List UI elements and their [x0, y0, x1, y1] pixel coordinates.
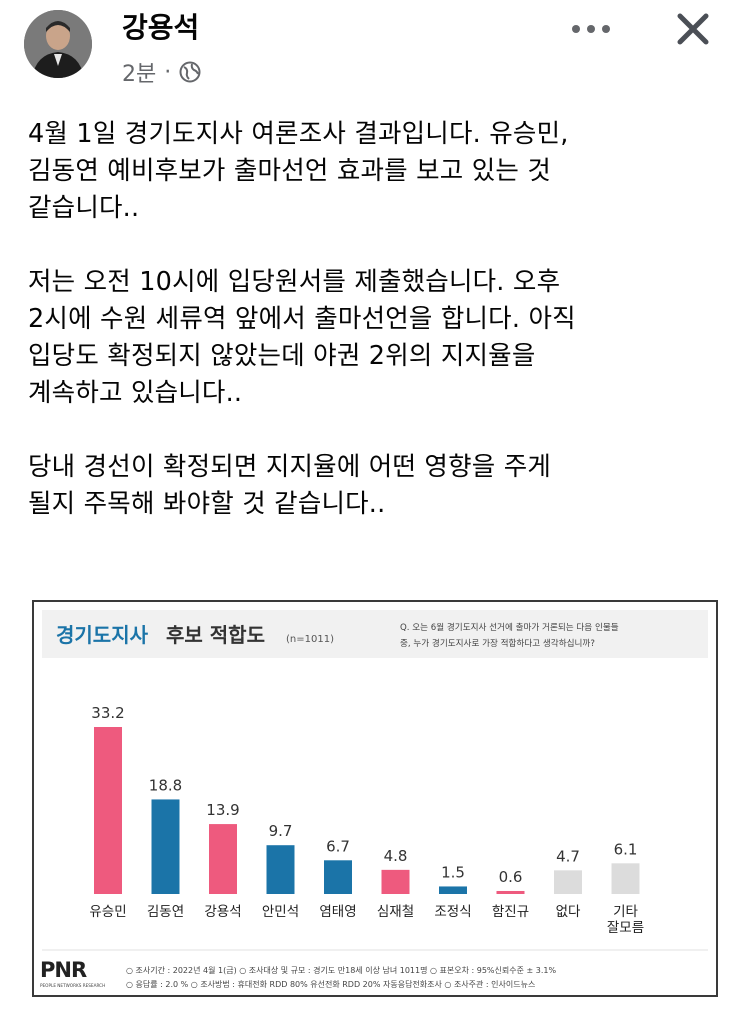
- category-label-1: 유승민: [89, 904, 126, 920]
- bar-8: [496, 890, 525, 894]
- bar-2: [151, 799, 180, 894]
- category-label-6: 심재철: [377, 904, 414, 920]
- post-paragraph-1: 4월 1일 경기도지사 여론조사 결과입니다. 유승민, 김동연 예비후보가 출…: [28, 119, 569, 223]
- bar-4: [266, 845, 295, 894]
- value-label-2: 18.8: [149, 776, 182, 794]
- globe-icon: [179, 61, 201, 83]
- poll-chart-image[interactable]: 경기도지사 후보 적합도 (n=1011) Q. 오는 6월 경기도지사 선거에…: [32, 600, 718, 997]
- category-label-5: 염태영: [319, 904, 356, 920]
- category-label-4: 안민석: [262, 904, 299, 920]
- bar-3: [209, 824, 237, 894]
- close-icon[interactable]: [670, 6, 716, 52]
- logo-text: PNR: [40, 958, 87, 982]
- bar-10: [611, 863, 640, 894]
- chart-question-line-1: Q. 오는 6월 경기도지사 선거에 출마가 거론되는 다음 인물들: [400, 621, 619, 633]
- bar-1: [94, 727, 122, 894]
- value-label-4: 9.7: [269, 822, 293, 840]
- pnr-logo: PNR PEOPLE NETWORKS RESEARCH: [40, 958, 105, 988]
- category-label-8: 함진규: [492, 904, 529, 920]
- value-label-3: 13.9: [206, 801, 239, 819]
- bars-group: 33.2 유승민 18.8 김동연 13.9 강용석 9.7 안민석 6.7 염태영 4.8 심재철 1…: [89, 704, 644, 936]
- chart-title: 후보 적합도: [166, 623, 265, 647]
- post-paragraph-2: 저는 오전 10시에 입당원서를 제출했습니다. 오후 2시에 수원 세류역 앞…: [28, 267, 576, 408]
- more-options-icon[interactable]: [566, 16, 616, 42]
- value-label-7: 1.5: [441, 863, 465, 881]
- value-label-9: 4.7: [556, 847, 580, 865]
- post-text: 4월 1일 경기도지사 여론조사 결과입니다. 유승민, 김동연 예비후보가 출…: [28, 116, 718, 560]
- chart-title-bar: [42, 610, 708, 658]
- bar-6: [381, 869, 410, 894]
- meta-separator: ·: [164, 59, 172, 85]
- footnote-line-2: ○ 응답률 : 2.0 % ○ 조사방법 : 휴대전화 RDD 80% 유선전화…: [126, 979, 535, 989]
- chart-question-line-2: 중, 누가 경기도지사로 가장 적합하다고 생각하십니까?: [400, 637, 595, 649]
- post-time[interactable]: 2분: [122, 62, 157, 87]
- bar-7: [439, 886, 467, 894]
- category-label-9: 없다: [556, 904, 581, 920]
- footnote-line-1: ○ 조사기간 : 2022년 4월 1(금) ○ 조사대상 및 규모 : 경기도…: [126, 965, 556, 975]
- chart-title-note: (n=1011): [286, 634, 334, 645]
- category-label-10: 기타 잘모름: [607, 904, 644, 936]
- value-label-10: 6.1: [614, 840, 638, 858]
- value-label-1: 33.2: [91, 704, 124, 722]
- category-label-3: 강용석: [204, 904, 241, 920]
- chart-title-accent: 경기도지사: [56, 623, 149, 647]
- category-label-2: 김동연: [147, 904, 184, 920]
- value-label-6: 4.8: [384, 847, 408, 865]
- bar-5: [324, 860, 352, 894]
- category-label-7: 조정식: [434, 904, 471, 920]
- author-name[interactable]: 강용석: [122, 11, 200, 44]
- value-label-5: 6.7: [326, 837, 350, 855]
- post-header: 강용석 2분 ·: [0, 0, 734, 100]
- bar-chart: 경기도지사 후보 적합도 (n=1011) Q. 오는 6월 경기도지사 선거에…: [40, 610, 708, 989]
- avatar-image: [24, 10, 92, 78]
- post-paragraph-3: 당내 경선이 확정되면 지지율에 어떤 영향을 주게 될지 주목해 봐야할 것 …: [28, 452, 552, 519]
- bar-9: [554, 870, 582, 894]
- value-label-8: 0.6: [499, 868, 523, 886]
- logo-subtext: PEOPLE NETWORKS RESEARCH: [40, 983, 105, 988]
- avatar[interactable]: [24, 10, 92, 78]
- post-meta: 2분 ·: [122, 56, 201, 88]
